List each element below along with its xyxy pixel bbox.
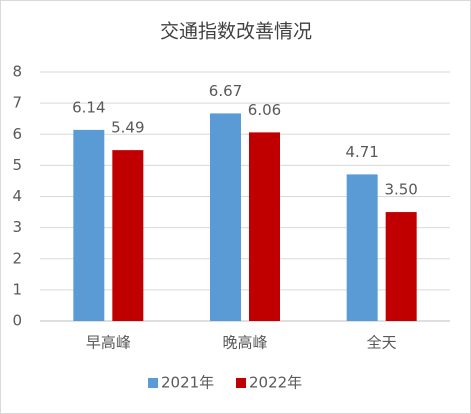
data-label: 5.49 — [111, 119, 144, 137]
legend-label: 2021年 — [161, 374, 214, 392]
x-tick-label: 早高峰 — [86, 334, 131, 352]
data-label: 6.06 — [248, 101, 281, 119]
bar — [346, 174, 378, 321]
y-tick-label: 2 — [12, 249, 22, 267]
legend-swatch — [148, 378, 158, 388]
legend-label: 2022年 — [249, 374, 302, 392]
y-tick-label: 6 — [12, 125, 22, 143]
data-label: 3.50 — [384, 181, 417, 199]
x-tick-label: 全天 — [367, 334, 397, 352]
bar — [112, 150, 144, 321]
legend-swatch — [236, 378, 246, 388]
y-tick-label: 3 — [12, 218, 22, 236]
chart-title: 交通指数改善情况 — [160, 21, 312, 43]
bar — [249, 132, 280, 321]
data-label: 6.14 — [72, 98, 105, 116]
y-tick-label: 4 — [12, 187, 22, 205]
bar — [385, 212, 417, 321]
bar — [210, 113, 241, 322]
x-tick-label: 晚高峰 — [222, 334, 267, 352]
y-tick-label: 5 — [12, 156, 22, 174]
data-label: 4.71 — [345, 143, 378, 161]
y-tick-label: 8 — [12, 63, 22, 81]
data-label: 6.67 — [209, 82, 242, 100]
y-tick-label: 1 — [12, 280, 22, 298]
y-tick-label: 7 — [12, 94, 22, 112]
bar — [73, 129, 105, 321]
y-tick-label: 0 — [12, 312, 22, 330]
